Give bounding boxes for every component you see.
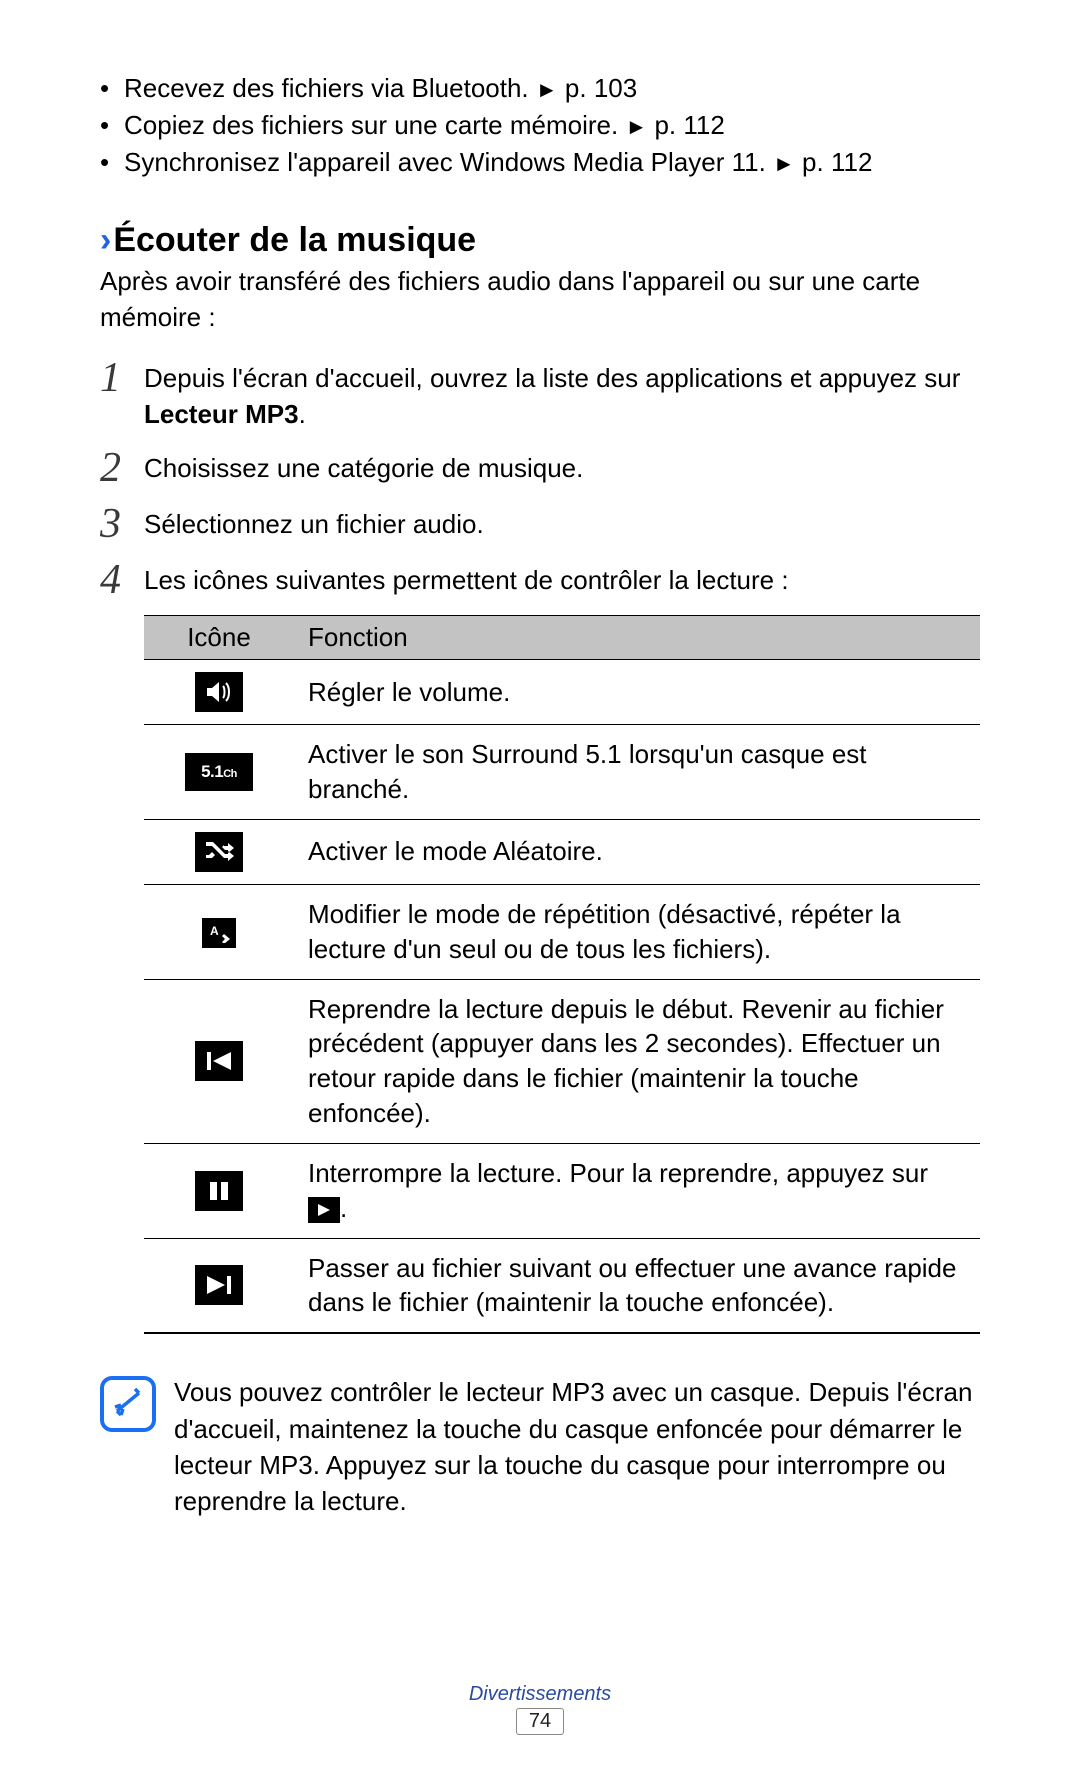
table-row: Reprendre la lecture depuis le début. Re… xyxy=(144,979,980,1143)
section-title: Écouter de la musique xyxy=(113,221,476,259)
note-block: Vous pouvez contrôler le lecteur MP3 ave… xyxy=(100,1374,980,1520)
bullet-page-ref: p. 112 xyxy=(802,147,872,177)
table-cell-desc: Régler le volume. xyxy=(294,660,980,725)
step-item: 2 Choisissez une catégorie de musique. xyxy=(100,447,980,489)
step-text: Depuis l'écran d'accueil, ouvrez la list… xyxy=(144,357,980,433)
step-text-pre: Depuis l'écran d'accueil, ouvrez la list… xyxy=(144,363,960,393)
next-track-icon xyxy=(195,1265,243,1305)
step-text-bold: Lecteur MP3 xyxy=(144,399,299,429)
table-cell-desc: Activer le mode Aléatoire. xyxy=(294,819,980,884)
repeat-icon: A xyxy=(202,918,236,948)
surround-icon: 5.1Ch xyxy=(185,753,253,791)
section-heading: ›Écouter de la musique xyxy=(100,221,980,260)
page-ref-arrow-icon: ► xyxy=(536,74,558,105)
svg-text:A: A xyxy=(210,924,219,938)
desc-post: . xyxy=(340,1193,347,1223)
shuffle-icon xyxy=(195,832,243,872)
step-number: 3 xyxy=(100,503,144,545)
icons-table: Icône Fonction Régler le volume. 5.1Ch A… xyxy=(144,615,980,1334)
table-row: Régler le volume. xyxy=(144,660,980,725)
bullet-text: Synchronisez l'appareil avec Windows Med… xyxy=(124,147,766,177)
page-ref-arrow-icon: ► xyxy=(773,148,795,179)
bullet-item: Copiez des fichiers sur une carte mémoir… xyxy=(100,107,980,144)
step-number: 4 xyxy=(100,559,144,601)
bullet-page-ref: p. 103 xyxy=(565,73,637,103)
table-header-function: Fonction xyxy=(294,616,980,660)
bullet-page-ref: p. 112 xyxy=(654,110,724,140)
table-header-icon: Icône xyxy=(144,616,294,660)
bullet-item: Synchronisez l'appareil avec Windows Med… xyxy=(100,144,980,181)
page-footer: Divertissements 74 xyxy=(0,1683,1080,1735)
table-cell-desc: Interrompre la lecture. Pour la reprendr… xyxy=(294,1143,980,1238)
table-row: Interrompre la lecture. Pour la reprendr… xyxy=(144,1143,980,1238)
bullet-text: Copiez des fichiers sur une carte mémoir… xyxy=(124,110,618,140)
volume-icon xyxy=(195,672,243,712)
previous-track-icon xyxy=(195,1041,243,1081)
bullet-item: Recevez des fichiers via Bluetooth. ► p.… xyxy=(100,70,980,107)
step-item: 1 Depuis l'écran d'accueil, ouvrez la li… xyxy=(100,357,980,433)
step-item: 3 Sélectionnez un fichier audio. xyxy=(100,503,980,545)
intro-bullet-list: Recevez des fichiers via Bluetooth. ► p.… xyxy=(100,70,980,181)
section-intro: Après avoir transféré des fichiers audio… xyxy=(100,264,980,336)
pause-icon xyxy=(195,1171,243,1211)
table-cell-desc: Activer le son Surround 5.1 lorsqu'un ca… xyxy=(294,725,980,820)
desc-pre: Interrompre la lecture. Pour la reprendr… xyxy=(308,1158,928,1188)
step-item: 4 Les icônes suivantes permettent de con… xyxy=(100,559,980,601)
step-text: Les icônes suivantes permettent de contr… xyxy=(144,559,789,599)
table-row: 5.1Ch Activer le son Surround 5.1 lorsqu… xyxy=(144,725,980,820)
page-ref-arrow-icon: ► xyxy=(625,111,647,142)
footer-section-label: Divertissements xyxy=(0,1683,1080,1706)
table-cell-desc: Modifier le mode de répétition (désactiv… xyxy=(294,884,980,979)
note-text: Vous pouvez contrôler le lecteur MP3 ave… xyxy=(174,1374,980,1520)
step-number: 2 xyxy=(100,447,144,489)
step-text: Choisissez une catégorie de musique. xyxy=(144,447,583,487)
bullet-text: Recevez des fichiers via Bluetooth. xyxy=(124,73,529,103)
step-number: 1 xyxy=(100,357,144,399)
note-icon xyxy=(100,1376,156,1432)
table-row: A Modifier le mode de répétition (désact… xyxy=(144,884,980,979)
step-text-post: . xyxy=(299,399,306,429)
play-icon xyxy=(308,1197,340,1223)
document-page: Recevez des fichiers via Bluetooth. ► p.… xyxy=(0,0,1080,1771)
page-number: 74 xyxy=(516,1708,564,1735)
step-text: Sélectionnez un fichier audio. xyxy=(144,503,484,543)
table-cell-desc: Passer au fichier suivant ou effectuer u… xyxy=(294,1238,980,1333)
table-row: Activer le mode Aléatoire. xyxy=(144,819,980,884)
table-row: Passer au fichier suivant ou effectuer u… xyxy=(144,1238,980,1333)
chevron-right-icon: › xyxy=(100,221,111,259)
table-cell-desc: Reprendre la lecture depuis le début. Re… xyxy=(294,979,980,1143)
